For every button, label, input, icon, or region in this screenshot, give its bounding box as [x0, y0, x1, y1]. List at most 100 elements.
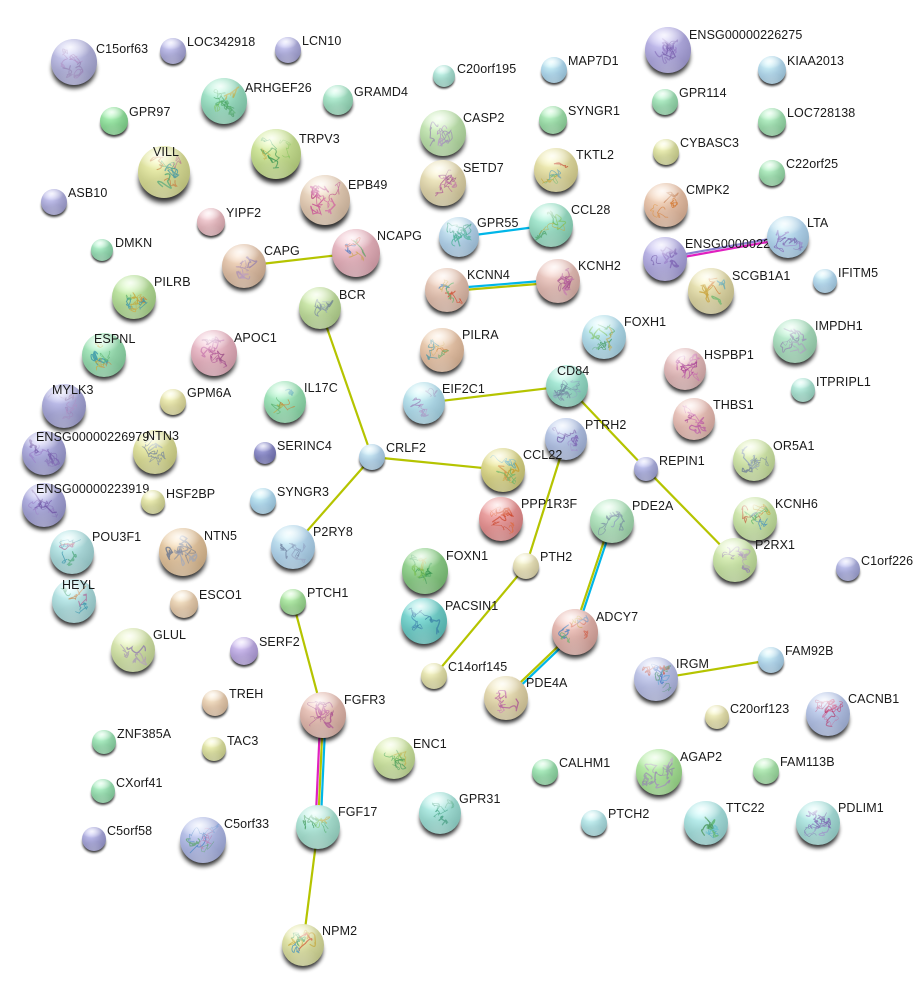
protein-node-FGF17[interactable] — [291, 800, 345, 854]
protein-node-ESCO1[interactable] — [165, 585, 203, 623]
protein-node-GRAMD4[interactable] — [318, 80, 358, 120]
node-highlight — [581, 810, 607, 836]
node-sphere — [50, 530, 94, 574]
node-label-PTRH2: PTRH2 — [585, 418, 627, 432]
protein-node-PDE4A[interactable] — [479, 671, 533, 725]
protein-node-C20orf195[interactable] — [428, 60, 460, 92]
node-label-NPM2: NPM2 — [322, 924, 358, 938]
protein-node-IFITM5[interactable] — [808, 264, 842, 298]
protein-node-PTCH2[interactable] — [576, 805, 612, 841]
protein-node-GPR114[interactable] — [647, 84, 683, 120]
protein-node-MAP7D1[interactable] — [536, 52, 572, 88]
node-label-IL17C: IL17C — [304, 381, 338, 395]
protein-node-CYBASC3[interactable] — [648, 134, 684, 170]
node-sphere — [251, 129, 301, 179]
protein-node-TKTL2[interactable] — [529, 143, 583, 197]
protein-node-ENSG00000226275[interactable] — [640, 22, 696, 78]
protein-node-TTC22[interactable] — [679, 796, 733, 850]
node-label-BCR: BCR — [339, 288, 366, 302]
protein-node-P2RY8[interactable] — [266, 520, 320, 574]
protein-node-FOXN1[interactable] — [397, 543, 453, 599]
node-sphere — [582, 315, 626, 359]
protein-node-ITPRIPL1[interactable] — [786, 373, 820, 407]
node-sphere — [275, 37, 301, 63]
protein-node-ARHGEF26[interactable] — [196, 73, 252, 129]
protein-node-REPIN1[interactable] — [629, 452, 663, 486]
protein-node-SYNGR3[interactable] — [245, 483, 281, 519]
protein-node-YIPF2[interactable] — [192, 203, 230, 241]
protein-node-FGFR3[interactable] — [295, 687, 351, 743]
protein-node-KCNN4[interactable] — [420, 263, 474, 317]
protein-node-P2RX1[interactable] — [708, 533, 762, 587]
node-label-CMPK2: CMPK2 — [686, 183, 730, 197]
protein-node-FAM113B[interactable] — [748, 753, 784, 789]
node-sphere — [652, 89, 678, 115]
protein-node-C20orf123[interactable] — [700, 700, 734, 734]
protein-node-PDLIM1[interactable] — [791, 796, 845, 850]
protein-node-CALHM1[interactable] — [527, 754, 563, 790]
protein-node-GPM6A[interactable] — [155, 384, 191, 420]
node-highlight — [759, 160, 785, 186]
protein-node-HSF2BP[interactable] — [136, 485, 170, 519]
protein-node-KCNH2[interactable] — [531, 254, 585, 308]
protein-node-C22orf25[interactable] — [754, 155, 790, 191]
node-label-KIAA2013: KIAA2013 — [787, 54, 845, 68]
protein-node-GLUL[interactable] — [106, 623, 160, 677]
node-sphere — [532, 759, 558, 785]
protein-node-CCL28[interactable] — [524, 198, 578, 252]
protein-node-IMPDH1[interactable] — [768, 314, 822, 368]
node-label-KCNN4: KCNN4 — [467, 268, 510, 282]
protein-node-PTH2[interactable] — [508, 548, 544, 584]
protein-node-PPP1R3F[interactable] — [474, 492, 528, 546]
protein-node-TAC3[interactable] — [197, 732, 231, 766]
protein-node-FAM92B[interactable] — [753, 642, 789, 678]
protein-node-SYNGR1[interactable] — [534, 101, 572, 139]
protein-node-PACSIN1[interactable] — [396, 593, 452, 649]
protein-node-PDE2A[interactable] — [585, 494, 639, 548]
protein-node-CACNB1[interactable] — [801, 687, 855, 741]
protein-node-CRLF2[interactable] — [354, 439, 390, 475]
protein-node-ZNF385A[interactable] — [87, 725, 121, 759]
protein-node-C14orf145[interactable] — [416, 658, 452, 694]
protein-node-C5orf33[interactable] — [175, 812, 231, 868]
protein-node-PILRB[interactable] — [107, 270, 161, 324]
node-sphere — [439, 217, 479, 257]
protein-node-CXorf41[interactable] — [86, 774, 120, 808]
protein-node-ADCY7[interactable] — [547, 604, 603, 660]
protein-node-C5orf58[interactable] — [77, 822, 111, 856]
node-sphere — [82, 827, 106, 851]
protein-node-C1orf226[interactable] — [831, 552, 865, 586]
protein-node-GPR97[interactable] — [95, 102, 133, 140]
protein-node-PTCH1[interactable] — [275, 584, 311, 620]
protein-node-TREH[interactable] — [197, 685, 233, 721]
protein-node-C15orf63[interactable] — [46, 34, 102, 90]
protein-node-EPB49[interactable] — [295, 170, 355, 230]
protein-node-CCL22[interactable] — [476, 443, 530, 497]
protein-node-KIAA2013[interactable] — [753, 51, 791, 89]
node-label-TAC3: TAC3 — [227, 734, 259, 748]
node-label-GRAMD4: GRAMD4 — [354, 85, 409, 99]
node-label-SERINC4: SERINC4 — [277, 439, 332, 453]
protein-node-LOC342918[interactable] — [155, 33, 191, 69]
protein-node-PILRA[interactable] — [415, 323, 469, 377]
protein-node-SCGB1A1[interactable] — [683, 263, 739, 319]
protein-node-SERF2[interactable] — [225, 632, 263, 670]
protein-node-IRGM[interactable] — [629, 652, 683, 706]
protein-node-DMKN[interactable] — [86, 234, 118, 266]
protein-node-ASB10[interactable] — [36, 184, 72, 220]
node-label-ENC1: ENC1 — [413, 737, 447, 751]
protein-node-POU3F1[interactable] — [45, 525, 99, 579]
protein-node-CAPG[interactable] — [217, 239, 271, 293]
node-highlight — [539, 106, 567, 134]
node-label-CYBASC3: CYBASC3 — [680, 136, 740, 150]
node-label-PACSIN1: PACSIN1 — [445, 599, 499, 613]
protein-node-LOC728138[interactable] — [753, 103, 791, 141]
node-sphere — [688, 268, 734, 314]
protein-node-FOXH1[interactable] — [577, 310, 631, 364]
node-sphere — [201, 78, 247, 124]
node-sphere — [791, 378, 815, 402]
protein-node-LCN10[interactable] — [270, 32, 306, 68]
protein-node-CMPK2[interactable] — [639, 178, 693, 232]
protein-node-AGAP2[interactable] — [631, 744, 687, 800]
